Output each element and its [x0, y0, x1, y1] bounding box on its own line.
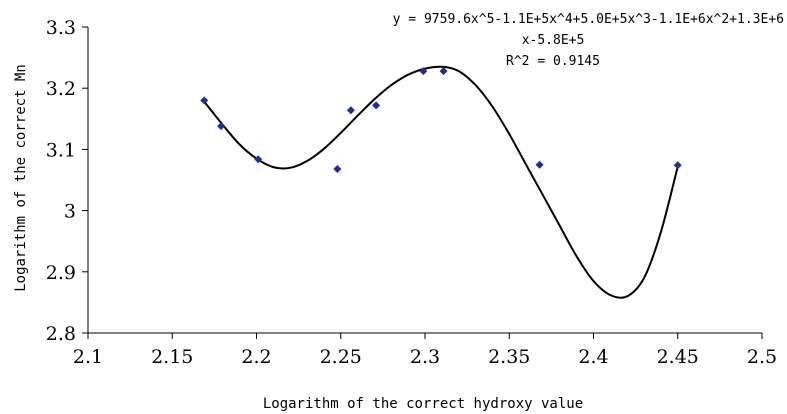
data-point-marker	[254, 155, 263, 164]
x-axis-ticks: 2.1 2.15 2.2 2.25 2.3 2.35 2.4 2.45 2.5	[73, 333, 777, 368]
data-points	[200, 67, 682, 173]
y-tick-label: 3.1	[46, 139, 76, 161]
data-point-marker	[200, 96, 209, 105]
x-tick-label: 2.45	[657, 346, 699, 368]
data-point-marker	[419, 67, 428, 76]
data-point-marker	[333, 164, 342, 173]
y-tick-label: 2.8	[46, 323, 76, 345]
data-point-marker	[439, 67, 448, 76]
data-point-marker	[673, 161, 682, 170]
x-tick-label: 2.15	[151, 346, 193, 368]
data-point-marker	[372, 101, 381, 110]
data-point-marker	[346, 106, 355, 115]
r-squared: R^2 = 0.9145	[506, 54, 600, 69]
x-tick-label: 2.25	[320, 346, 362, 368]
y-tick-label: 3.3	[46, 17, 76, 39]
x-tick-label: 2.2	[241, 346, 271, 368]
x-tick-label: 2.1	[73, 346, 103, 368]
y-axis-title: Logarithm of the correct Mn	[13, 64, 29, 292]
y-tick-label: 3	[64, 201, 76, 223]
equation-line-1: y = 9759.6x^5-1.1E+5x^4+5.0E+5x^3-1.1E+6…	[393, 12, 784, 27]
data-point-marker	[535, 160, 544, 169]
equation-line-2: x-5.8E+5	[522, 33, 585, 48]
trendline-curve	[203, 65, 679, 299]
y-tick-label: 3.2	[46, 78, 76, 100]
x-tick-label: 2.35	[488, 346, 530, 368]
data-point-marker	[217, 122, 226, 131]
x-tick-label: 2.4	[578, 346, 608, 368]
y-tick-label: 2.9	[46, 262, 76, 284]
x-axis-title: Logarithm of the correct hydroxy value	[263, 396, 583, 412]
x-tick-label: 2.5	[747, 346, 777, 368]
x-tick-label: 2.3	[410, 346, 440, 368]
trendline-equation: y = 9759.6x^5-1.1E+5x^4+5.0E+5x^3-1.1E+6…	[393, 12, 784, 69]
y-axis-ticks: 2.8 2.9 3 3.1 3.2 3.3	[46, 17, 88, 345]
